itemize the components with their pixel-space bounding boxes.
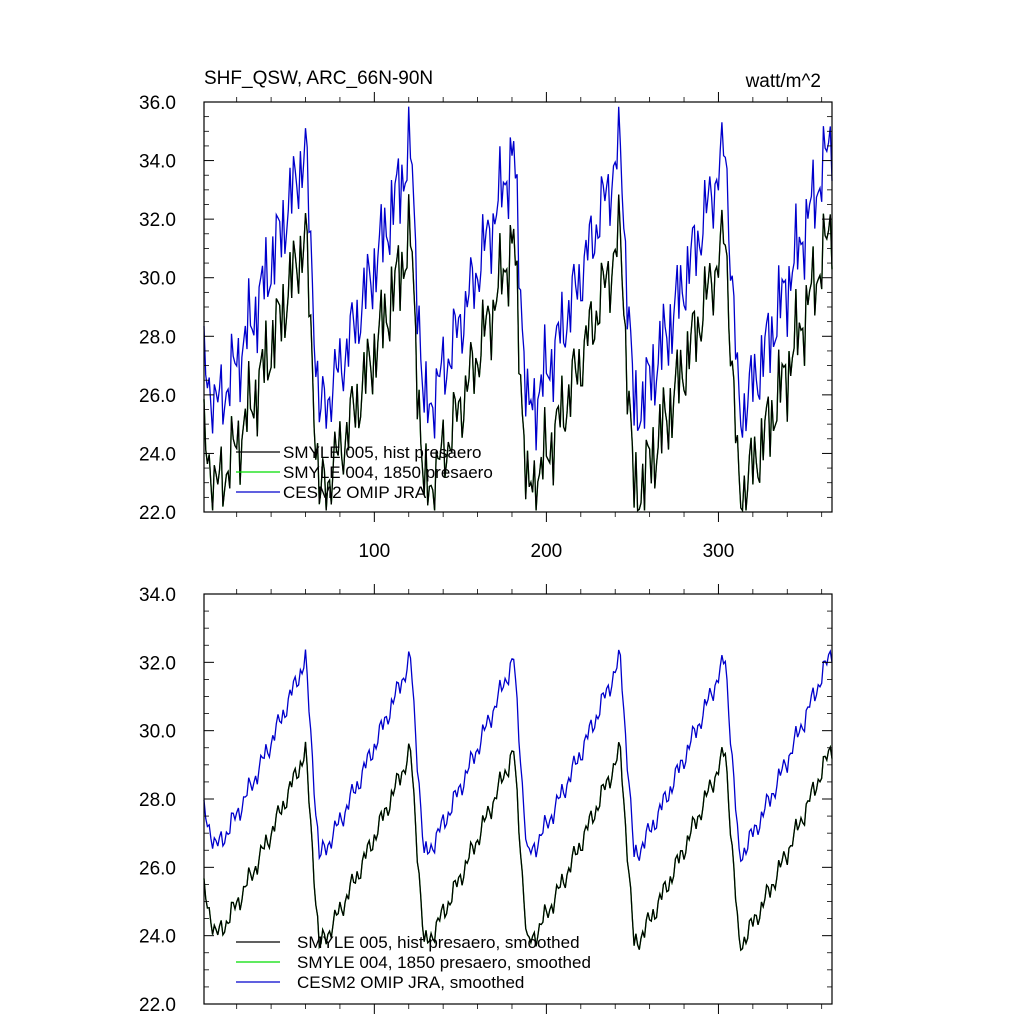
bottom-series-layer: [203, 649, 833, 952]
bottom-ytick-label-3: 28.0: [139, 790, 176, 811]
bottom-series-line-0: [203, 741, 833, 952]
top-legend-label-2: CESM2 OMIP JRA: [283, 483, 427, 502]
bottom-ytick-label-2: 26.0: [139, 858, 176, 879]
top-panel-units: watt/m^2: [745, 71, 821, 92]
top-series-layer: [203, 106, 833, 513]
bottom-ytick-label-1: 24.0: [139, 927, 176, 948]
bottom-ticks-layer: 22.0 24.0 26.0 28.0 30.0 32.0 34.0: [139, 584, 832, 1016]
bottom-series-line-2: [203, 649, 833, 863]
bottom-legend-label-1: SMYLE 004, 1850 presaero, smoothed: [297, 953, 591, 972]
bottom-ytick-label-4: 30.0: [139, 722, 176, 743]
top-legend-label-1: SMYLE 004, 1850 presaero: [283, 463, 493, 482]
top-ytick-label-6: 34.0: [139, 152, 176, 173]
top-ytick-label-7: 36.0: [139, 93, 176, 114]
top-panel: SHF_QSW, ARC_66N-90N watt/m^2 22.0 24.0 26…: [139, 68, 833, 562]
top-legend: SMYLE 005, hist presaero SMYLE 004, 1850…: [236, 443, 493, 502]
top-xtick-label-1: 200: [531, 541, 563, 562]
top-series-line-2: [203, 106, 833, 451]
top-xtick-label-2: 300: [703, 541, 735, 562]
top-ytick-label-2: 26.0: [139, 386, 176, 407]
top-panel-title: SHF_QSW, ARC_66N-90N: [204, 68, 433, 89]
top-xtick-label-0: 100: [358, 541, 390, 562]
top-ytick-label-1: 24.0: [139, 444, 176, 465]
bottom-panel: 22.0 24.0 26.0 28.0 30.0 32.0 34.0 SMYLE 005, …: [139, 584, 833, 1016]
top-ytick-label-0: 22.0: [139, 503, 176, 524]
bottom-ytick-label-5: 32.0: [139, 653, 176, 674]
top-ytick-label-4: 30.0: [139, 269, 176, 290]
bottom-legend-label-2: CESM2 OMIP JRA, smoothed: [297, 973, 524, 992]
bottom-ytick-label-6: 34.0: [139, 585, 176, 606]
bottom-legend: SMYLE 005, hist presaero, smoothed SMYLE…: [236, 933, 591, 992]
top-ytick-label-3: 28.0: [139, 327, 176, 348]
bottom-ytick-label-0: 22.0: [139, 995, 176, 1016]
top-ytick-label-5: 32.0: [139, 210, 176, 231]
bottom-legend-label-0: SMYLE 005, hist presaero, smoothed: [297, 933, 580, 952]
top-ticks-layer: 22.0 24.0 26.0 28.0 30.0 32.0 34.0 36.0 100 200 30…: [139, 92, 832, 562]
top-legend-label-0: SMYLE 005, hist presaero: [283, 443, 481, 462]
top-series-line-0: [203, 194, 833, 513]
